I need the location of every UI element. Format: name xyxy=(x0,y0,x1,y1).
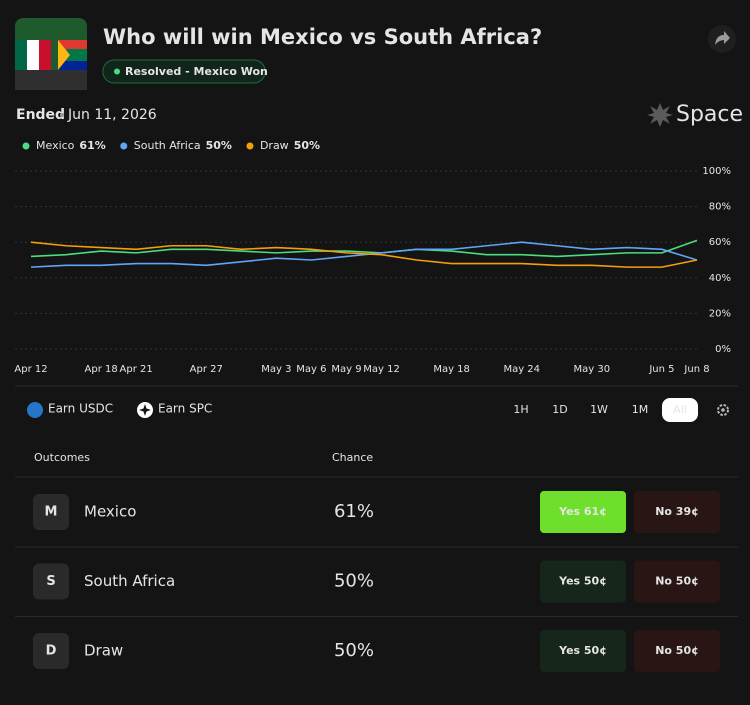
legend-swatch xyxy=(120,142,128,150)
range-button[interactable]: 1D xyxy=(552,403,567,416)
brand-name: Space xyxy=(676,102,743,127)
x-tick-label: May 6 xyxy=(296,364,326,375)
outcome-name: Mexico xyxy=(84,503,136,521)
no-button-label: No 50¢ xyxy=(655,644,699,657)
share-button[interactable] xyxy=(708,25,736,53)
table-header: Chance xyxy=(332,451,373,464)
outcome-name: Draw xyxy=(84,642,123,660)
status-badge xyxy=(102,59,266,84)
x-tick-label: Apr 18 xyxy=(85,364,118,375)
range-selector: 1H 1D 1W 1M All xyxy=(513,398,698,422)
outcome-chance: 61% xyxy=(334,501,374,522)
x-tick-label: Apr 27 xyxy=(190,364,223,375)
y-tick-label: 40% xyxy=(709,273,731,284)
x-tick-label: May 18 xyxy=(433,364,470,375)
x-tick-label: Jun 8 xyxy=(683,364,709,375)
range-active-bg xyxy=(662,398,698,422)
table-header: Outcomes xyxy=(34,451,90,464)
no-button-bg xyxy=(634,560,720,603)
outcome-letter-box xyxy=(33,494,69,530)
legend-value: 50% xyxy=(206,139,232,152)
brand-logo xyxy=(647,103,673,127)
ended-label: Ended xyxy=(16,107,65,123)
outcome-letter: D xyxy=(46,644,57,659)
legend-swatch xyxy=(22,142,30,150)
outcome-letter: S xyxy=(46,574,55,589)
legend-value: 50% xyxy=(294,139,320,152)
no-button-bg xyxy=(634,491,720,533)
status-dot xyxy=(114,68,120,75)
range-button[interactable]: 1W xyxy=(590,403,608,416)
outcome-name: South Africa xyxy=(84,572,175,590)
no-button[interactable]: No 50¢ xyxy=(634,560,720,603)
series-line xyxy=(30,241,698,268)
status-text: Resolved - Mexico Won xyxy=(125,65,268,78)
legend-value: 61% xyxy=(79,139,105,152)
y-tick-label: 0% xyxy=(715,344,731,355)
earn-usdc[interactable]: Earn USDC xyxy=(27,402,113,419)
ended-date: Jun 11, 2026 xyxy=(67,107,157,123)
outcome-chance: 50% xyxy=(334,640,374,661)
outcome-chance: 50% xyxy=(334,571,374,592)
x-tick-label: Apr 12 xyxy=(14,364,47,375)
yes-button[interactable]: Yes 61¢ xyxy=(540,491,626,533)
yes-button[interactable]: Yes 50¢ xyxy=(540,630,626,672)
earn-label: Earn USDC xyxy=(48,402,113,416)
no-button-label: No 50¢ xyxy=(655,575,699,588)
chart: 0% 20% 40% 60% 80% 100% Apr 12 Apr 18 Apr 21 Apr … xyxy=(14,166,731,375)
legend-swatch xyxy=(246,142,254,150)
legend-name: South Africa xyxy=(134,139,201,152)
yes-button-bg xyxy=(540,560,626,603)
y-tick-label: 80% xyxy=(709,202,731,213)
yes-button-label: Yes 50¢ xyxy=(558,644,607,657)
outcomes-table: Outcomes Chance M Mexico 61% Yes 61¢ No 39¢ S So… xyxy=(15,451,738,672)
series-line xyxy=(30,241,698,268)
no-button[interactable]: No 39¢ xyxy=(634,491,720,533)
yes-button-bg xyxy=(540,491,626,533)
y-tick-label: 20% xyxy=(709,308,731,319)
yes-button-label: Yes 61¢ xyxy=(558,505,607,518)
x-tick-label: May 9 xyxy=(331,364,361,375)
earn-spc[interactable]: Earn SPC xyxy=(137,402,212,419)
x-tick-label: May 12 xyxy=(363,364,400,375)
settings-button[interactable] xyxy=(717,404,729,416)
no-button-bg xyxy=(634,630,720,672)
title: Who will win Mexico vs South Africa? xyxy=(103,25,542,49)
legend: Mexico 61% South Africa 50% Draw 50% xyxy=(22,139,320,152)
series-line xyxy=(30,239,698,258)
x-tick-label: May 24 xyxy=(503,364,540,375)
earn-label: Earn SPC xyxy=(158,402,212,416)
yes-button-bg xyxy=(540,630,626,672)
x-tick-label: Jun 5 xyxy=(648,364,674,375)
legend-name: Mexico xyxy=(36,139,75,152)
yes-button-label: Yes 50¢ xyxy=(558,575,607,588)
no-button[interactable]: No 50¢ xyxy=(634,630,720,672)
x-tick-label: May 3 xyxy=(261,364,291,375)
outcome-letter-box xyxy=(33,633,69,669)
outcome-letter-box xyxy=(33,563,69,600)
x-tick-label: May 30 xyxy=(574,364,611,375)
no-button-label: No 39¢ xyxy=(655,505,699,518)
yes-button[interactable]: Yes 50¢ xyxy=(540,560,626,603)
y-tick-label: 60% xyxy=(709,237,731,248)
range-button[interactable]: All xyxy=(673,403,687,416)
range-button[interactable]: 1M xyxy=(632,403,649,416)
separator-dot xyxy=(60,113,64,117)
outcome-letter: M xyxy=(45,505,58,520)
range-button[interactable]: 1H xyxy=(513,403,528,416)
thumbnail xyxy=(15,18,87,90)
x-tick-label: Apr 21 xyxy=(120,364,153,375)
y-tick-label: 100% xyxy=(702,166,731,177)
legend-name: Draw xyxy=(260,139,289,152)
